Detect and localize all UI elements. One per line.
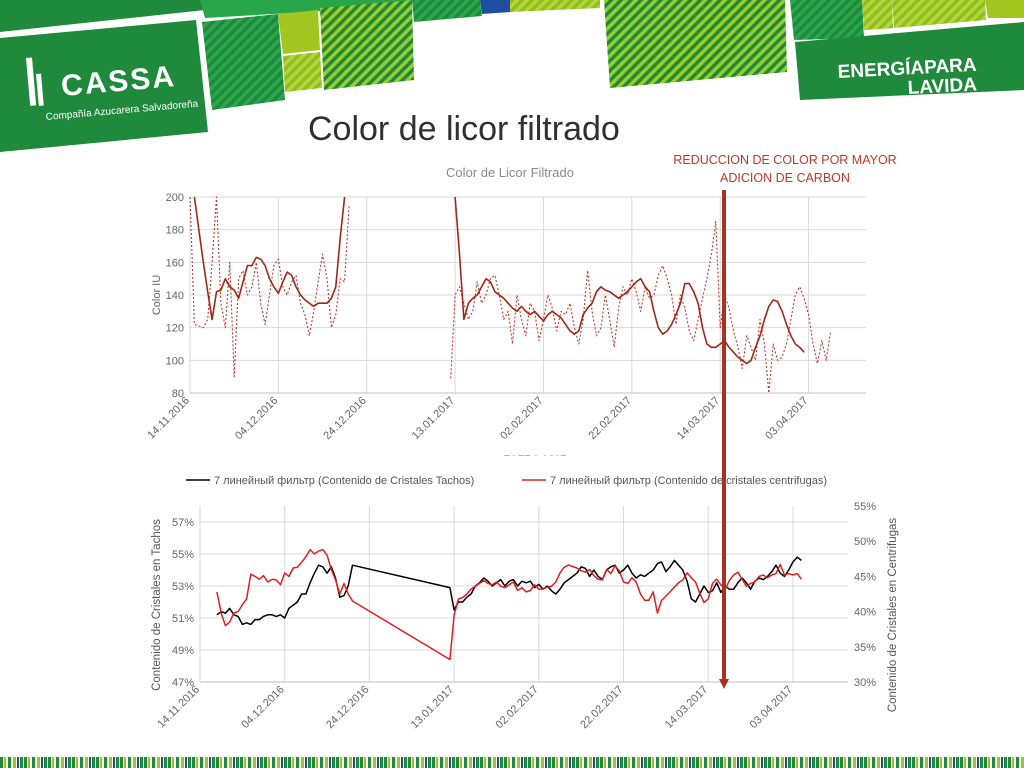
cassa-logo: CASSA Compañía Azucarera Salvadoreña <box>0 20 208 152</box>
y-tick-label: 180 <box>166 225 184 237</box>
chart1-gridlines <box>189 196 866 394</box>
cassa-logo-mark-2 <box>36 73 44 106</box>
series-line-smooth <box>454 196 805 365</box>
series-line-centrifugas <box>216 548 803 661</box>
energia-logo: ENERGÍAPARA LAVIDA <box>795 22 1024 100</box>
header-tile-1 <box>202 14 285 110</box>
chart1-title: Color de Licor Filtrado <box>446 165 574 180</box>
chart1-y-axis-label: Color IU <box>151 275 163 315</box>
y-tick-label: 47% <box>172 677 194 689</box>
series-line-tachos <box>216 556 802 626</box>
chart2-x-tick-labels: 14.11.2016 04.12.2016 24.12.2016 13.01.2017… <box>155 684 795 731</box>
y-tick-label: 100 <box>166 355 184 367</box>
x-tick-label: 02.02.2017 <box>498 395 545 442</box>
x-tick-label: 14.11.2016 <box>145 395 192 442</box>
x-tick-label: 02.02.2017 <box>494 684 541 731</box>
energia-logo-line2: LAVIDA <box>907 74 978 99</box>
cassa-logo-mark <box>26 57 37 106</box>
chart2-y2-tick-labels: 30% 35% 40% 45% 50% 55% <box>854 501 876 689</box>
y2-tick-label: 55% <box>854 501 876 513</box>
header-decoration <box>0 0 1024 110</box>
y2-tick-label: 40% <box>854 607 876 619</box>
cassa-logo-background <box>0 20 208 152</box>
x-tick-label: 03.04.2017 <box>748 684 795 731</box>
header-tile-6 <box>480 0 510 14</box>
header-tile-2 <box>278 10 320 54</box>
y-tick-label: 140 <box>166 290 184 302</box>
series-line-dotted <box>450 220 832 394</box>
x-tick-label: 22.02.2017 <box>578 684 625 731</box>
header-band-top <box>200 0 410 18</box>
chart2-gridlines <box>199 506 848 683</box>
annotation-line1: REDUCCION DE COLOR POR MAYOR <box>673 153 896 167</box>
legend-background <box>160 456 880 469</box>
energia-logo-background <box>795 22 1024 100</box>
header-tile-12 <box>985 0 1024 18</box>
chart2-legend: 7 линейный фильтр (Contenido de Cristale… <box>160 456 880 487</box>
x-tick-label: 03.04.2017 <box>763 395 810 442</box>
y-tick-label: 53% <box>172 581 194 593</box>
x-tick-label: 22.02.2017 <box>587 395 634 442</box>
series-line-smooth <box>193 196 346 321</box>
chart1-x-tick-labels: 14.11.2016 04.12.2016 24.12.2016 13.01.2017… <box>145 395 810 442</box>
header-tile-5 <box>412 0 482 22</box>
slide-title: Color de licor filtrado <box>308 110 620 148</box>
x-tick-label: 24.12.2016 <box>324 684 371 731</box>
chart1-y-tick-labels: 80 100 120 140 160 180 200 <box>166 192 184 400</box>
header-tile-10 <box>862 0 893 30</box>
color-licor-chart: Color de Licor Filtrado 80 100 120 140 160 18… <box>145 165 866 466</box>
x-tick-label: 13.01.2017 <box>409 684 456 731</box>
y-tick-label: 160 <box>166 257 184 269</box>
y-tick-label: 49% <box>172 645 194 657</box>
x-tick-label: 04.12.2016 <box>239 684 286 731</box>
y-tick-label: 55% <box>172 549 194 561</box>
y-tick-label: 120 <box>166 323 184 335</box>
legend-label-centrifugas: 7 линейный фильтр (Contenido de cristale… <box>550 475 827 487</box>
series-line-dotted <box>189 196 350 378</box>
annotation-line2: ADICION DE CARBON <box>720 171 850 185</box>
x-tick-label: 04.12.2016 <box>233 395 280 442</box>
y-tick-label: 51% <box>172 613 194 625</box>
y-tick-label: 57% <box>172 517 194 529</box>
chart1-series <box>189 196 832 394</box>
chart2-y-axis-label: Contenido de Cristales en Tachos <box>151 519 163 691</box>
chart2-y2-axis-label: Contenido de Cristales en Centrifugas <box>887 518 899 713</box>
cristales-chart: 47% 49% 51% 53% 55% 57% 30% 35% 40% 45% 50% 55% 14… <box>151 501 899 731</box>
header-tile-4 <box>320 0 414 90</box>
footer-stripe <box>0 757 1024 768</box>
x-tick-label: 13.01.2017 <box>410 395 457 442</box>
chart2-series <box>216 548 803 661</box>
header-tile-7 <box>510 0 600 12</box>
x-tick-label: 14.03.2017 <box>663 684 710 731</box>
y2-tick-label: 50% <box>854 536 876 548</box>
x-tick-label: 14.03.2017 <box>675 395 722 442</box>
header-tile-3 <box>283 52 322 92</box>
header-tile-8 <box>604 0 787 88</box>
x-tick-label: 24.12.2016 <box>321 395 368 442</box>
y-tick-label: 80 <box>172 388 184 400</box>
header-band-left <box>0 0 205 32</box>
y2-tick-label: 45% <box>854 571 876 583</box>
y2-tick-label: 30% <box>854 677 876 689</box>
y2-tick-label: 35% <box>854 642 876 654</box>
y-tick-label: 200 <box>166 192 184 204</box>
header-tile-11 <box>892 0 986 28</box>
chart2-y-tick-labels: 47% 49% 51% 53% 55% 57% <box>172 517 194 689</box>
legend-label-tachos: 7 линейный фильтр (Contenido de Cristale… <box>214 475 474 487</box>
header-tile-9 <box>790 0 864 40</box>
